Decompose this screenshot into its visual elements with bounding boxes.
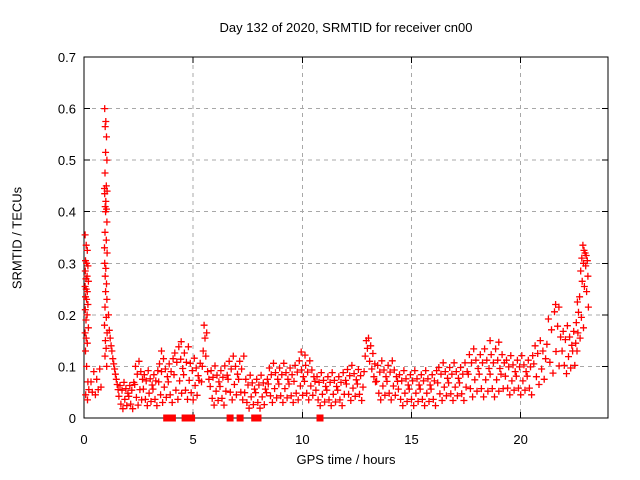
- x-tick-label: 15: [404, 432, 418, 447]
- y-tick-label: 0.3: [58, 256, 76, 271]
- x-tick-label: 10: [295, 432, 309, 447]
- x-tick-label: 0: [80, 432, 87, 447]
- y-tick-label: 0.5: [58, 153, 76, 168]
- chart-title: Day 132 of 2020, SRMTID for receiver cn0…: [219, 20, 473, 35]
- scatter-points-plus: [81, 105, 592, 413]
- x-axis-label: GPS time / hours: [296, 452, 396, 467]
- y-tick-label: 0.2: [58, 308, 76, 323]
- zero-value-squares: [163, 414, 324, 422]
- y-tick-label: 0.7: [58, 50, 76, 65]
- y-tick-label: 0.6: [58, 102, 76, 117]
- x-tick-label: 20: [513, 432, 527, 447]
- y-tick-label: 0.4: [58, 205, 76, 220]
- y-tick-label: 0.1: [58, 359, 76, 374]
- plot-border: [83, 56, 609, 419]
- y-tick-label: 0: [69, 411, 76, 426]
- x-tick-label: 5: [190, 432, 197, 447]
